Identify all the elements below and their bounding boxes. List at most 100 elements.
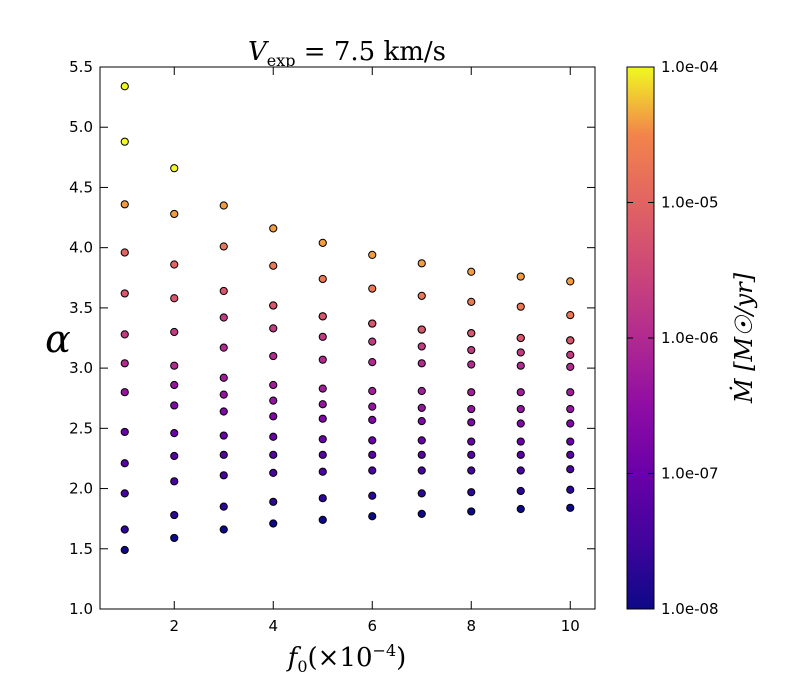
- chart-title-sub: exp: [267, 51, 296, 70]
- x-tick-label: 10: [561, 617, 580, 635]
- data-point: [516, 450, 525, 459]
- data-point: [566, 404, 575, 414]
- data-point: [219, 343, 228, 352]
- data-point: [269, 412, 278, 421]
- data-point: [417, 386, 426, 396]
- data-point: [368, 337, 377, 346]
- data-point: [516, 437, 525, 446]
- data-point: [170, 209, 179, 219]
- data-point: [219, 525, 228, 534]
- data-point: [120, 459, 129, 468]
- data-point: [566, 388, 575, 397]
- y-tick-label: 4.5: [69, 178, 93, 196]
- plot-area: [99, 66, 596, 610]
- data-point: [566, 311, 575, 320]
- x-tick-label: 8: [466, 617, 476, 635]
- data-point: [318, 384, 327, 393]
- data-point: [120, 330, 129, 339]
- data-point: [516, 361, 525, 370]
- data-point: [269, 261, 278, 270]
- data-point: [120, 525, 129, 534]
- colorbar-tick-label: 1.0e-06: [661, 329, 719, 347]
- data-point: [318, 467, 327, 476]
- data-point: [417, 291, 426, 300]
- data-point: [467, 507, 476, 516]
- data-point: [219, 502, 228, 511]
- chart-title: Vexp = 7.5 km/s: [248, 37, 446, 70]
- data-point: [318, 332, 327, 341]
- colorbar-tick-label: 1.0e-04: [661, 58, 719, 76]
- data-point: [219, 407, 228, 416]
- data-point: [170, 451, 179, 461]
- y-tick-label: 5.0: [69, 118, 93, 136]
- data-point: [516, 333, 525, 343]
- data-point: [368, 402, 377, 411]
- data-point: [120, 545, 129, 555]
- y-axis-ticks: 1.0 1.5 2.0 2.5 3.0 3.5 4.0 4.5 5.0 5.5: [69, 58, 595, 618]
- data-point: [566, 362, 575, 372]
- data-point: [467, 437, 476, 446]
- x-label-post: ): [396, 643, 406, 673]
- data-point: [467, 329, 476, 338]
- x-tick-label: 2: [169, 617, 179, 635]
- data-point: [170, 510, 179, 520]
- data-point: [269, 396, 278, 405]
- x-axis-ticks: 2 4 6 8 10: [169, 67, 580, 635]
- data-point: [170, 429, 179, 438]
- data-point: [368, 357, 377, 367]
- data-point: [467, 388, 476, 397]
- data-point: [516, 466, 525, 475]
- y-tick-label: 3.5: [69, 299, 93, 317]
- data-point: [417, 489, 426, 498]
- data-point: [368, 491, 377, 500]
- data-point: [516, 388, 525, 397]
- colorbar-label: Ṁ [M☉/yr]: [729, 272, 758, 404]
- data-point: [566, 503, 575, 512]
- data-point: [417, 325, 426, 334]
- x-tick-label: 6: [367, 617, 377, 635]
- data-point: [368, 450, 377, 459]
- data-point: [368, 386, 377, 396]
- data-point: [219, 201, 228, 210]
- data-point: [318, 414, 327, 423]
- data-point: [318, 515, 327, 524]
- colorbar-tick-label: 1.0e-05: [661, 194, 719, 212]
- data-point: [368, 319, 377, 328]
- data-point: [120, 427, 129, 437]
- data-point: [417, 259, 426, 268]
- data-point: [566, 465, 575, 474]
- data-point: [170, 164, 179, 173]
- y-tick-label: 1.0: [69, 600, 93, 618]
- data-point: [566, 350, 575, 359]
- data-point: [368, 250, 377, 259]
- x-label-sup: −4: [373, 641, 397, 660]
- data-point: [219, 286, 228, 296]
- data-point: [219, 431, 228, 440]
- data-point: [120, 137, 129, 146]
- data-point: [219, 242, 228, 251]
- data-point: [219, 373, 228, 382]
- data-point: [318, 355, 327, 364]
- data-point: [516, 272, 525, 281]
- x-tick-label: 4: [268, 617, 278, 635]
- data-point: [120, 200, 129, 209]
- colorbar-ticks: 1.0e-04 1.0e-05 1.0e-06 1.0e-07 1.0e-08: [627, 58, 719, 618]
- data-point: [417, 359, 426, 368]
- data-point: [417, 466, 426, 475]
- data-point: [516, 348, 525, 357]
- data-point: [269, 324, 278, 333]
- data-point: [170, 533, 179, 543]
- data-point: [566, 419, 575, 428]
- data-point: [269, 432, 278, 441]
- data-point: [417, 436, 426, 445]
- data-point: [516, 419, 525, 428]
- data-point: [566, 336, 575, 345]
- data-point: [269, 497, 278, 506]
- data-point: [318, 494, 327, 503]
- data-point: [269, 380, 278, 390]
- data-point: [467, 345, 476, 355]
- data-point: [120, 359, 129, 368]
- data-point: [318, 312, 327, 321]
- x-label-sub: 0: [297, 657, 307, 676]
